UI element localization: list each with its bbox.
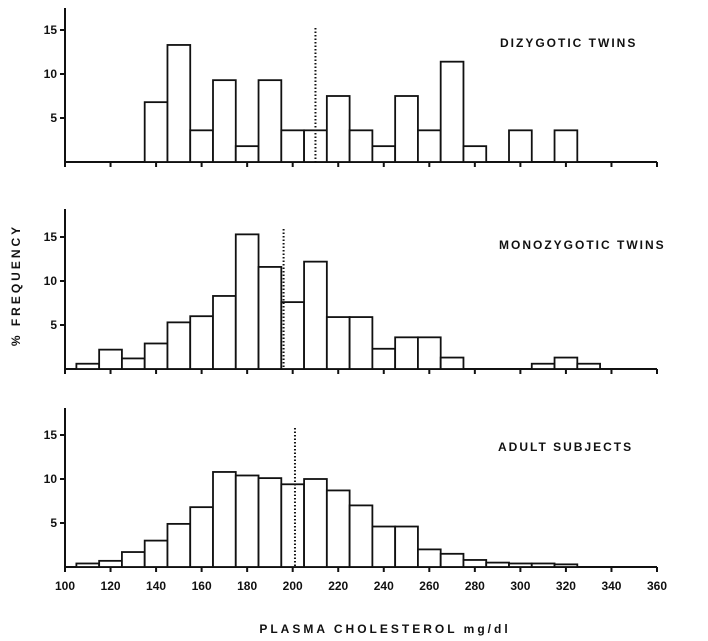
histogram-panel: 5 10 15 MONOZYGOTIC TWINS <box>44 209 666 374</box>
histogram-bar <box>121 357 146 370</box>
y-tick-label: 5 <box>50 318 57 332</box>
histogram-bar <box>303 129 328 163</box>
histogram-bar <box>98 348 123 370</box>
histogram-bar <box>530 562 556 568</box>
histogram-bar <box>303 260 328 370</box>
histogram-bar <box>417 336 442 370</box>
x-tick-label: 120 <box>101 579 121 593</box>
histogram-bar <box>348 504 374 568</box>
y-tick-label: 15 <box>44 428 58 442</box>
histogram-bar <box>394 95 419 163</box>
histogram-bar <box>462 145 488 163</box>
histogram-bar <box>394 525 419 568</box>
histogram-bar <box>166 321 192 370</box>
histogram-panel: 5 10 15 ADULT SUBJECTS 100 120 140 160 180 200 220… <box>44 408 667 593</box>
histogram-bar <box>508 562 533 568</box>
histogram-bar <box>189 129 214 163</box>
x-tick-label: 360 <box>647 579 667 593</box>
histogram-bar <box>325 489 351 568</box>
histogram-bar <box>394 336 419 370</box>
histogram-bar <box>325 95 351 163</box>
histogram-bar <box>257 79 283 163</box>
histogram-bar <box>212 295 237 370</box>
histogram-bar <box>75 362 101 370</box>
histogram-bar <box>508 129 533 163</box>
histogram-bar <box>280 483 305 568</box>
histogram-bar <box>417 548 442 568</box>
histogram-bar <box>325 316 351 370</box>
histogram-bar <box>553 129 579 163</box>
histogram-bar <box>553 356 579 370</box>
histogram-bar <box>212 79 237 163</box>
x-tick-label: 180 <box>237 579 257 593</box>
x-tick-label: 240 <box>374 579 394 593</box>
histogram-bar <box>280 301 305 370</box>
histogram-bar <box>485 561 510 568</box>
histogram-bar <box>530 362 556 370</box>
x-tick-label: 300 <box>510 579 530 593</box>
histogram-bar <box>143 342 169 370</box>
x-tick-label: 320 <box>556 579 576 593</box>
y-tick-label: 5 <box>50 111 57 125</box>
histogram-bar <box>98 559 123 568</box>
histogram-bar <box>143 539 169 568</box>
x-tick-label: 260 <box>419 579 439 593</box>
histogram-bar <box>371 525 397 568</box>
histogram-bar <box>143 101 169 163</box>
histogram-bar <box>348 316 374 370</box>
y-tick-label: 10 <box>44 274 58 288</box>
histogram-bar <box>189 506 214 568</box>
histogram-bar <box>439 60 465 163</box>
panel-label: DIZYGOTIC TWINS <box>500 36 637 50</box>
histogram-bar <box>212 471 237 568</box>
histogram-bar <box>462 559 488 568</box>
x-tick-label: 200 <box>283 579 303 593</box>
histogram-bar <box>371 347 397 370</box>
y-tick-label: 15 <box>44 230 58 244</box>
histogram-bar <box>417 129 442 163</box>
histogram-bar <box>576 362 601 370</box>
x-tick-label: 340 <box>601 579 621 593</box>
y-axis-label: % FREQUENCY <box>9 224 23 346</box>
histogram-bar <box>303 478 328 568</box>
y-tick-label: 15 <box>44 23 58 37</box>
histogram-bar <box>257 477 283 568</box>
histogram-panel: 5 10 15 DIZYGOTIC TWINS <box>44 8 658 167</box>
histogram-bar <box>189 315 214 370</box>
histogram-bar <box>234 474 260 568</box>
histogram-bar <box>234 233 260 370</box>
histogram-bar <box>121 551 146 568</box>
histogram-bar <box>166 522 192 568</box>
y-tick-label: 10 <box>44 67 58 81</box>
histogram-bar <box>439 356 465 370</box>
histogram-bar <box>166 44 192 163</box>
x-axis-label: PLASMA CHOLESTEROL mg/dl <box>259 622 510 636</box>
panel-label: MONOZYGOTIC TWINS <box>499 238 666 252</box>
x-tick-label: 100 <box>55 579 75 593</box>
x-tick-label: 160 <box>192 579 212 593</box>
histogram-bar <box>75 562 101 568</box>
histogram-bar <box>439 552 465 568</box>
histogram-bar <box>234 145 260 163</box>
y-tick-label: 5 <box>50 516 57 530</box>
histogram-bar <box>553 563 579 568</box>
panel-label: ADULT SUBJECTS <box>498 440 633 454</box>
histogram-bar <box>257 266 283 370</box>
x-tick-label: 220 <box>328 579 348 593</box>
y-tick-label: 10 <box>44 472 58 486</box>
x-tick-label: 140 <box>146 579 166 593</box>
histogram-bar <box>280 129 305 163</box>
histogram-bar <box>348 129 374 163</box>
histogram-bar <box>371 145 397 163</box>
x-tick-label: 280 <box>465 579 485 593</box>
